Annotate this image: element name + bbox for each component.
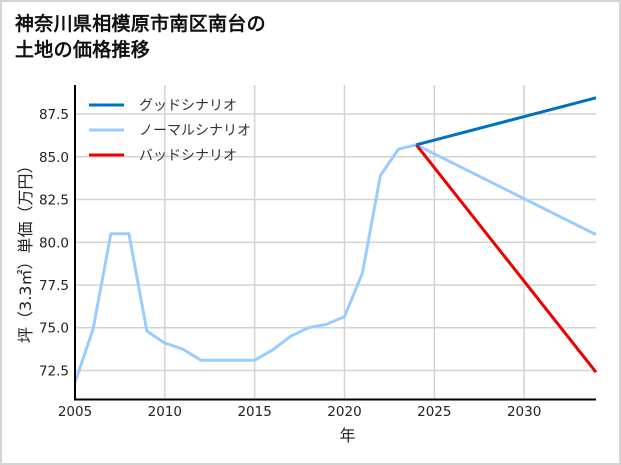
x-tick-label: 2005: [58, 404, 92, 420]
y-tick-label: 80.0: [39, 235, 69, 251]
series-line-1: [73, 143, 597, 383]
y-tick-label: 72.5: [39, 363, 69, 379]
x-tick-label: 2030: [507, 404, 541, 420]
y-tick-label: 87.5: [39, 107, 69, 123]
x-tick-label: 2010: [148, 404, 182, 420]
series-line-2: [415, 143, 598, 374]
legend-label-0: グッドシナリオ: [139, 98, 237, 114]
y-tick-label: 82.5: [39, 193, 69, 209]
chart-title: 神奈川県相模原市南区南台の 土地の価格推移: [15, 11, 266, 63]
axes: [74, 85, 596, 401]
chart-title-line-1: 神奈川県相模原市南区南台の: [15, 13, 266, 35]
series-line-0: [415, 96, 597, 147]
x-axis-label: 年: [339, 426, 355, 445]
chart-title-line-2: 土地の価格推移: [15, 39, 151, 61]
tick-labels: 2005 2010 2015 2020 2025 2030 72.5 75.0 77.5 80.0…: [39, 107, 541, 420]
gridlines: [75, 85, 596, 400]
x-tick-label: 2020: [327, 404, 361, 420]
y-tick-label: 77.5: [39, 278, 69, 294]
series-lines: [73, 96, 598, 383]
x-tick-label: 2015: [237, 404, 271, 420]
y-tick-label: 85.0: [39, 150, 69, 166]
y-axis-label: 坪（3.3㎡）単価（万円）: [16, 158, 35, 343]
x-tick-label: 2025: [417, 404, 451, 420]
legend-label-2: バッドシナリオ: [139, 148, 237, 164]
legend-label-1: ノーマルシナリオ: [139, 123, 251, 139]
y-tick-label: 75.0: [39, 321, 69, 337]
